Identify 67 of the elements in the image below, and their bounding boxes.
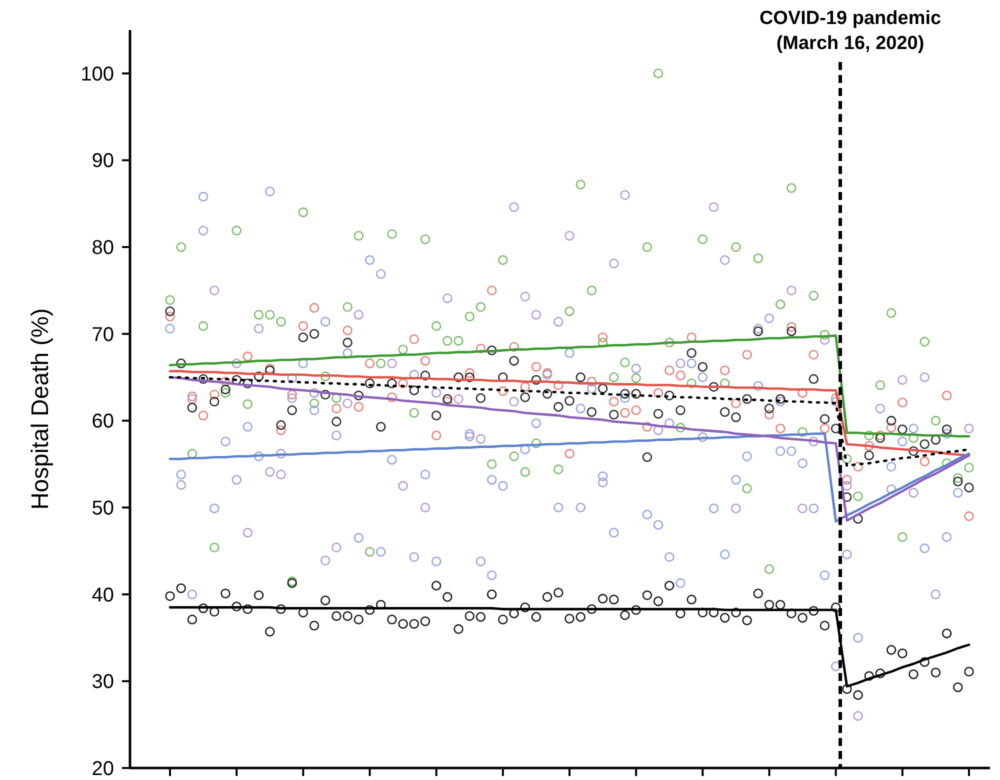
point [476,434,486,444]
point [376,269,386,279]
point [898,375,908,385]
y-tick-label: 60 [92,410,114,433]
point [464,428,475,439]
point [753,324,764,334]
point [808,436,819,446]
point [520,292,530,302]
point [387,358,397,368]
point [664,552,674,562]
point [232,358,242,368]
point [531,310,542,320]
point [354,310,364,320]
point [930,589,941,600]
point [332,542,342,552]
point [409,552,420,562]
y-tick-label: 50 [92,498,114,520]
point [320,556,330,566]
point [431,388,442,398]
point [254,324,264,334]
point [908,488,918,498]
point [608,258,619,268]
y-tick-label: 20 [92,758,114,780]
point [264,467,275,477]
point [420,502,430,512]
point [509,396,519,407]
y-tick-label: 70 [92,324,114,346]
point [653,425,664,436]
point [554,316,564,327]
point [486,570,497,580]
point [820,335,830,345]
annotation: COVID-19 pandemic (March 16, 2020) [759,8,942,54]
point [176,480,186,490]
point [598,477,608,488]
point [786,286,796,296]
point [698,432,708,442]
point [853,711,863,721]
point [964,424,974,434]
point [708,202,719,212]
y-tick-label: 80 [92,237,114,260]
point [886,484,896,494]
point [398,480,408,491]
point [209,286,220,296]
point [187,394,198,404]
point [198,226,208,236]
y-tick-label: 30 [92,671,114,694]
point [576,502,586,512]
point [242,528,253,538]
y-axis-title: Hospital Death (%) [27,308,54,510]
point [942,428,952,439]
point [287,393,297,404]
point [720,255,730,265]
point [276,470,286,480]
point [564,230,574,241]
y-tick-label: 100 [80,63,114,86]
point [454,394,464,404]
point [309,388,320,398]
point [798,504,808,514]
point [842,480,852,491]
point [775,396,786,407]
point [676,358,686,368]
y-tick-label: 40 [92,584,114,606]
point [920,372,930,382]
y-tick-label: 90 [92,150,114,172]
point [342,398,352,408]
point [620,190,630,200]
point [731,504,741,514]
